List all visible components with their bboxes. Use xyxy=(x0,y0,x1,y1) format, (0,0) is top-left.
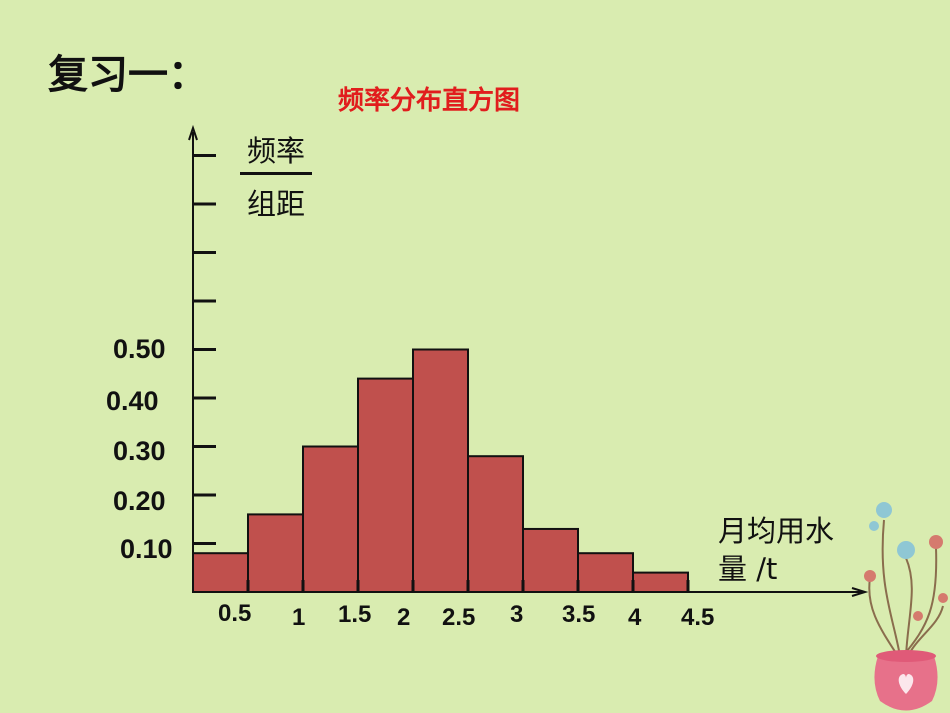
histogram-bar xyxy=(302,445,359,593)
histogram-bar xyxy=(577,552,634,594)
x-tick-label: 2 xyxy=(397,604,411,631)
x-tick-label: 4.5 xyxy=(681,604,715,631)
x-tick-label: 1 xyxy=(292,604,306,631)
x-axis-title: 月均用水 量 /t xyxy=(718,512,853,588)
y-tick-label: 0.50 xyxy=(113,334,166,364)
x-tick-label: 2.5 xyxy=(442,604,476,631)
y-tick-label: 0.30 xyxy=(113,436,166,466)
x-axis-arrow xyxy=(851,587,869,597)
y-axis-title-denominator: 组距 xyxy=(246,187,305,221)
histogram-bar xyxy=(412,348,469,593)
y-tick-label: 0.10 xyxy=(120,534,173,564)
y-tick-label: 0.20 xyxy=(113,486,166,516)
histogram-bar xyxy=(357,377,414,593)
histogram-bar xyxy=(467,455,524,594)
histogram-bar xyxy=(192,552,249,594)
x-tick-label: 4 xyxy=(628,604,642,631)
x-tick-label: 0.5 xyxy=(218,600,252,627)
histogram-bar xyxy=(632,571,689,593)
y-axis-title-numerator: 频率 xyxy=(240,128,312,175)
y-tick-label: 0.40 xyxy=(106,386,159,416)
y-axis-title: 频率 组距 xyxy=(240,128,312,223)
histogram-bar xyxy=(522,527,579,594)
y-axis-arrow xyxy=(188,124,198,141)
chart-title: 频率分布直方图 xyxy=(338,86,521,116)
x-tick-label: 3 xyxy=(510,601,524,628)
slide-heading: 复习一： xyxy=(48,52,208,98)
histogram-bar xyxy=(247,513,304,594)
x-tick-label: 3.5 xyxy=(562,601,596,628)
x-axis-title-line1: 月均用水 xyxy=(718,514,835,548)
x-axis-title-line2: 量 /t xyxy=(718,552,778,586)
x-tick-label: 1.5 xyxy=(338,601,372,628)
flower-vase-decoration xyxy=(864,502,948,711)
